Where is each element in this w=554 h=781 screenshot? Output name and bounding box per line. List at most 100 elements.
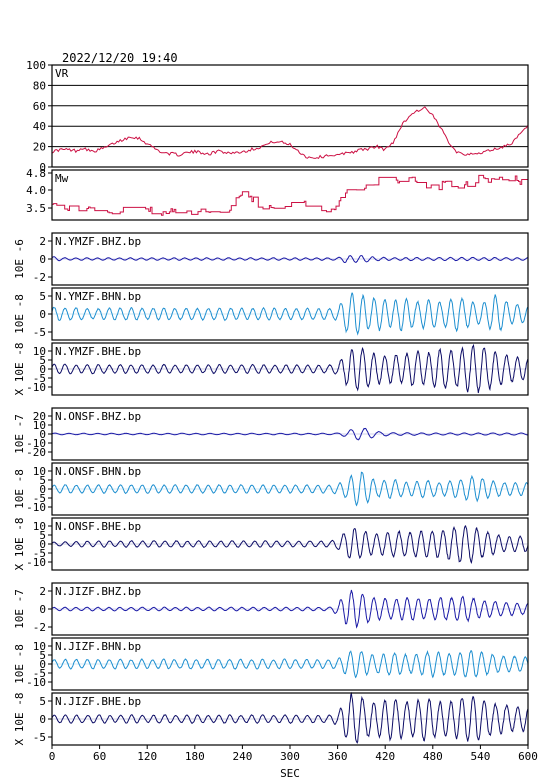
xtick-label: 300 [280,750,300,763]
ytick-label: 4.8 [26,167,46,180]
panel-label: VR [55,67,69,80]
ytick-label: 5 [39,474,46,487]
panel-unit-label: 10E -7 [13,589,26,629]
series-line-0 [51,106,529,160]
panel-label: N.ONSF.BHN.bp [55,465,141,478]
panel-label: N.JIZF.BHE.bp [55,695,141,708]
panel-8: 2 0 -2 10E -7 N.JIZF.BHZ.bp [13,582,529,636]
panel-1: 4.8 4.0 3.5 Mw [26,167,529,221]
panel-label: N.YMZF.BHZ.bp [55,235,141,248]
ytick-label: -20 [26,446,46,459]
ytick-label: 5 [39,529,46,542]
xtick-label: 240 [232,750,252,763]
ytick-label: 0 [39,538,46,551]
ytick-label: 0 [39,161,46,174]
panel-frame-6 [51,462,529,516]
panel-frame-0 [51,64,529,168]
ytick-label: 5 [39,290,46,303]
ytick-label: 10 [33,640,46,653]
panel-frame-5 [51,407,529,461]
ytick-label: 0 [39,713,46,726]
series-line-2 [51,255,529,263]
xtick-label: 600 [518,750,538,763]
ytick-label: -5 [33,372,46,385]
xtick-label: 420 [375,750,395,763]
ytick-label: 3.5 [26,202,46,215]
ytick-label: -5 [33,492,46,505]
ytick-label: -2 [33,271,46,284]
ytick-label: 0 [39,658,46,671]
panel-label: N.JIZF.BHN.bp [55,640,141,653]
ytick-label: 0 [39,308,46,321]
ytick-label: -10 [26,556,46,569]
xtick-label: 480 [423,750,443,763]
panel-unit-label: X 10E -8 [13,343,26,396]
ytick-label: -10 [26,437,46,450]
ytick-label: 40 [33,120,46,133]
panel-frame-8 [51,582,529,636]
ytick-label: 2 [39,235,46,248]
series-line-1 [52,174,529,216]
xtick-label: 120 [137,750,157,763]
series-line-10 [51,691,529,744]
ytick-label: 60 [33,100,46,113]
panel-label: N.ONSF.BHZ.bp [55,410,141,423]
ytick-label: -5 [33,547,46,560]
xtick-label: 360 [328,750,348,763]
panel-0: 100 80 60 40 20 0 VR [26,59,529,174]
series-line-7 [51,525,529,565]
panel-unit-label: 10E -6 [13,239,26,279]
ytick-label: 20 [33,410,46,423]
panel-label: N.ONSF.BHE.bp [55,520,141,533]
panel-frame-4 [51,342,529,396]
panel-unit-label: X 10E -8 [13,518,26,571]
xtick-label: 540 [470,750,490,763]
xtick-label: 180 [185,750,205,763]
ytick-label: 2 [39,585,46,598]
ytick-label: -5 [33,667,46,680]
ytick-label: 0 [39,428,46,441]
ytick-label: 0 [39,483,46,496]
ytick-label: -10 [26,501,46,514]
ytick-label: -2 [33,621,46,634]
panel-unit-label: 10E -8 [13,294,26,334]
ytick-label: 5 [39,649,46,662]
series-line-5 [51,427,528,441]
ytick-label: 10 [33,520,46,533]
panel-unit-label: 10E -7 [13,414,26,454]
panel-frame-9 [51,637,529,691]
xtick-label: 0 [49,750,56,763]
panel-2: 2 0 -2 10E -6 N.YMZF.BHZ.bp [13,232,529,286]
ytick-label: 10 [33,345,46,358]
ytick-label: 5 [39,695,46,708]
ytick-label: 10 [33,419,46,432]
ytick-label: 100 [26,59,46,72]
panel-unit-label: X 10E -8 [13,693,26,746]
series-line-4 [51,343,529,394]
ytick-label: 0 [39,253,46,266]
ytick-label: -10 [26,381,46,394]
ytick-label: 0 [39,363,46,376]
x-axis: 0 60 120 180 240 300 360 420 480 540 600 [49,745,538,763]
panel-label: N.YMZF.BHE.bp [55,345,141,358]
panel-10: 5 0 -5 X 10E -8 N.JIZF.BHE.bp [13,691,529,746]
series-line-6 [51,471,529,507]
panel-frame-3 [51,287,529,341]
x-axis-label: SEC [280,767,300,780]
ytick-label: -5 [33,731,46,744]
ytick-label: 5 [39,354,46,367]
ytick-label: 0 [39,603,46,616]
series-line-8 [51,589,529,629]
panel-unit-label: 10E -8 [13,644,26,684]
panel-label: N.JIZF.BHZ.bp [55,585,141,598]
panel-label: Mw [55,172,69,185]
panel-frame-1 [51,169,529,221]
panel-frame-7 [51,517,529,571]
